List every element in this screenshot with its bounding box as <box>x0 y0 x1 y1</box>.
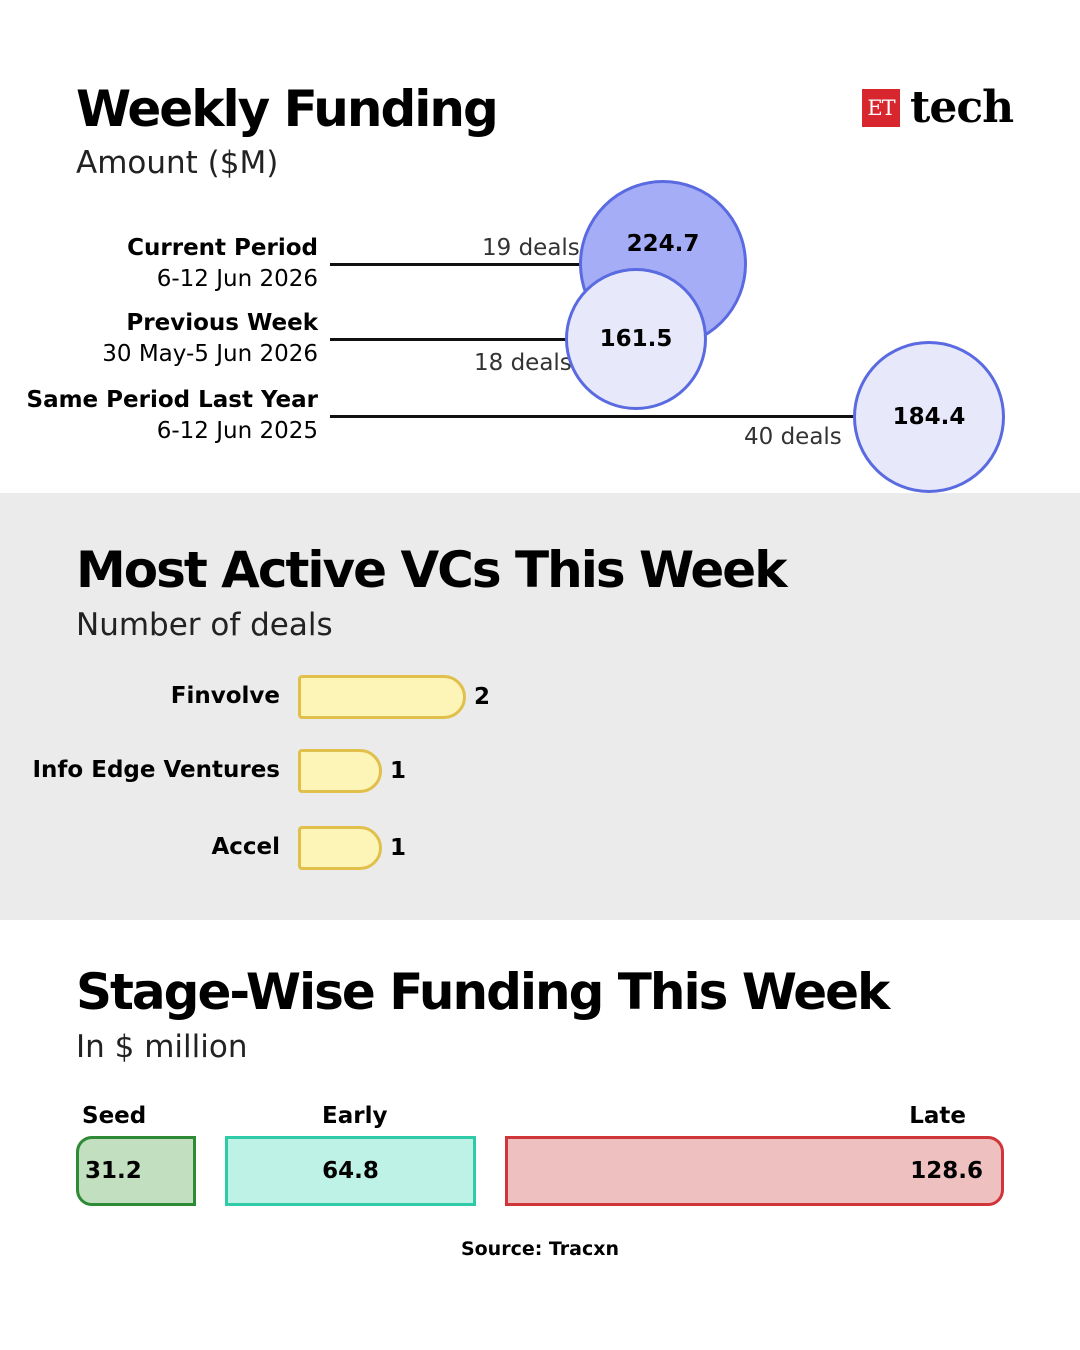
stage-value-late: 128.6 <box>910 1158 983 1184</box>
bubble-previous: 161.5 <box>565 268 707 410</box>
row-date: 6-12 Jun 2026 <box>156 266 318 292</box>
bubble-last-year: 184.4 <box>853 341 1005 493</box>
vc-name-finvolve: Finvolve <box>170 683 280 709</box>
row-name: Same Period Last Year <box>26 387 319 413</box>
et-logo-text: tech <box>910 82 1014 133</box>
deals-label-current: 19 deals <box>482 235 580 261</box>
row-name: Previous Week <box>126 310 318 336</box>
row-name: Current Period <box>127 235 318 261</box>
deals-label-last-year: 40 deals <box>744 424 842 450</box>
stage-label-seed: Seed <box>82 1103 147 1129</box>
bubble-value: 184.4 <box>892 404 966 430</box>
stage-label-early: Early <box>322 1103 388 1129</box>
stage-label-late: Late <box>909 1103 966 1129</box>
stage-bar-late: 128.6 <box>505 1136 1004 1206</box>
et-logo-mark: ET <box>862 89 900 127</box>
weekly-funding-subtitle: Amount ($M) <box>76 145 279 181</box>
vc-value-accel: 1 <box>390 835 407 861</box>
weekly-funding-title: Weekly Funding <box>76 80 499 138</box>
vc-title: Most Active VCs This Week <box>76 541 787 599</box>
vc-name-accel: Accel <box>211 834 280 860</box>
vc-bar-accel <box>298 826 382 870</box>
vc-value-info-edge: 1 <box>390 758 407 784</box>
vc-bar-finvolve <box>298 675 466 719</box>
row-label-current: Current Period 6-12 Jun 2026 <box>127 233 318 295</box>
connector-previous <box>330 338 570 341</box>
source-note: Source: Tracxn <box>460 1238 620 1260</box>
deals-label-previous: 18 deals <box>474 350 572 376</box>
et-tech-logo: ET tech <box>862 82 1014 133</box>
row-date: 30 May-5 Jun 2026 <box>102 341 318 367</box>
vc-bar-info-edge <box>298 749 382 793</box>
stage-value-early: 64.8 <box>322 1158 379 1184</box>
stage-bar-early: 64.8 <box>225 1136 476 1206</box>
vc-subtitle: Number of deals <box>76 607 333 643</box>
bubble-value: 161.5 <box>599 326 673 352</box>
row-label-previous: Previous Week 30 May-5 Jun 2026 <box>102 308 318 370</box>
connector-last-year <box>330 415 855 418</box>
stage-value-seed: 31.2 <box>85 1158 142 1184</box>
vc-name-info-edge: Info Edge Ventures <box>32 757 280 783</box>
row-date: 6-12 Jun 2025 <box>156 418 318 444</box>
stage-title: Stage-Wise Funding This Week <box>76 963 890 1021</box>
stage-subtitle: In $ million <box>76 1029 248 1065</box>
connector-current <box>330 263 590 266</box>
row-label-last-year: Same Period Last Year 6-12 Jun 2025 <box>27 385 319 447</box>
vc-value-finvolve: 2 <box>474 684 491 710</box>
stage-bar-seed: 31.2 <box>76 1136 196 1206</box>
vc-section-background <box>0 493 1080 920</box>
bubble-value: 224.7 <box>626 231 700 257</box>
